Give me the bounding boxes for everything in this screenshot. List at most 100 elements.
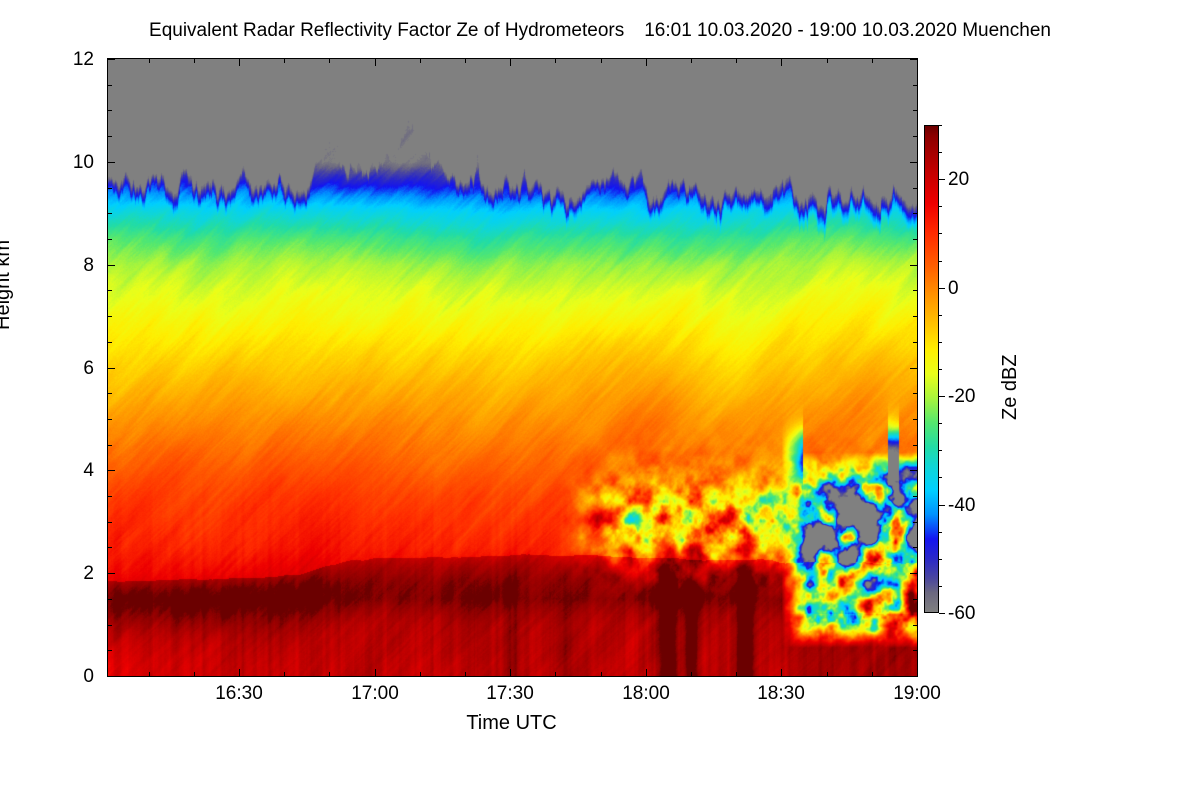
colorbar-tick-mark bbox=[939, 505, 945, 506]
x-axis-minor-tick bbox=[736, 59, 737, 63]
x-axis-minor-tick bbox=[691, 59, 692, 63]
x-axis-tick-mark bbox=[375, 59, 376, 66]
y-axis-tick-mark bbox=[108, 368, 115, 369]
y-axis-tick-mark bbox=[910, 265, 917, 266]
y-axis-tick-label: 6 bbox=[83, 358, 94, 379]
x-axis-tick-mark bbox=[510, 669, 511, 676]
x-axis-tick-mark bbox=[239, 59, 240, 66]
y-axis-minor-tick bbox=[108, 213, 112, 214]
y-axis-tick-mark bbox=[910, 470, 917, 471]
y-axis-minor-tick bbox=[108, 650, 112, 651]
y-axis-minor-tick bbox=[913, 85, 917, 86]
x-axis-tick-label: 18:00 bbox=[622, 683, 670, 704]
x-axis-tick-label: 19:00 bbox=[893, 683, 941, 704]
colorbar-tick-label: 20 bbox=[948, 169, 970, 190]
y-axis-minor-tick bbox=[913, 419, 917, 420]
x-axis-tick-label: 17:30 bbox=[486, 683, 534, 704]
x-axis-minor-tick bbox=[194, 59, 195, 63]
figure-title: Equivalent Radar Reflectivity Factor Ze … bbox=[0, 20, 1200, 42]
colorbar-tick-mark bbox=[939, 288, 945, 289]
x-axis-tick-mark bbox=[239, 669, 240, 676]
y-axis-tick-label: 0 bbox=[83, 666, 94, 687]
colorbar-gradient bbox=[924, 125, 939, 613]
y-axis-tick-mark bbox=[910, 676, 917, 677]
y-axis-minor-tick bbox=[108, 316, 112, 317]
colorbar-tick-mark bbox=[939, 396, 945, 397]
reflectivity-heatmap-canvas bbox=[108, 59, 917, 676]
y-axis-tick-label: 12 bbox=[72, 49, 94, 70]
y-axis-minor-tick bbox=[913, 547, 917, 548]
x-axis-tick-mark bbox=[375, 669, 376, 676]
colorbar-minor-tick bbox=[939, 477, 942, 478]
colorbar-minor-tick bbox=[939, 152, 942, 153]
y-axis-title: Height km bbox=[0, 239, 14, 330]
y-axis-minor-tick bbox=[108, 547, 112, 548]
y-axis-tick-label: 10 bbox=[72, 152, 94, 173]
y-axis-minor-tick bbox=[913, 290, 917, 291]
x-axis-title: Time UTC bbox=[466, 712, 557, 734]
x-axis-minor-tick bbox=[329, 672, 330, 676]
colorbar-minor-tick bbox=[939, 559, 942, 560]
y-axis-minor-tick bbox=[913, 496, 917, 497]
y-axis-tick-mark bbox=[108, 265, 115, 266]
colorbar-tick-label: -40 bbox=[948, 495, 976, 516]
y-axis-minor-tick bbox=[913, 342, 917, 343]
x-axis-tick-label: 17:00 bbox=[351, 683, 399, 704]
x-axis-minor-tick bbox=[555, 59, 556, 63]
y-axis-tick-mark bbox=[910, 162, 917, 163]
y-axis-minor-tick bbox=[913, 316, 917, 317]
y-axis-minor-tick bbox=[913, 188, 917, 189]
x-axis-tick-mark bbox=[781, 669, 782, 676]
y-axis-tick-mark bbox=[108, 676, 115, 677]
y-axis-minor-tick bbox=[108, 599, 112, 600]
x-axis-tick-mark bbox=[646, 59, 647, 66]
y-axis-minor-tick bbox=[913, 625, 917, 626]
y-axis-minor-tick bbox=[913, 522, 917, 523]
colorbar-minor-tick bbox=[939, 532, 942, 533]
x-axis-minor-tick bbox=[827, 59, 828, 63]
x-axis-tick-mark bbox=[646, 669, 647, 676]
colorbar-tick-label: -20 bbox=[948, 386, 976, 407]
x-axis-minor-tick bbox=[465, 59, 466, 63]
colorbar-title: Ze dBZ bbox=[999, 354, 1021, 420]
y-axis-minor-tick bbox=[108, 188, 112, 189]
x-axis-minor-tick bbox=[284, 672, 285, 676]
y-axis-minor-tick bbox=[108, 136, 112, 137]
colorbar-minor-tick bbox=[939, 423, 942, 424]
y-axis-minor-tick bbox=[108, 522, 112, 523]
colorbar-tick-label: 0 bbox=[948, 278, 959, 299]
colorbar-minor-tick bbox=[939, 125, 942, 126]
x-axis-minor-tick bbox=[872, 59, 873, 63]
y-axis-minor-tick bbox=[913, 213, 917, 214]
x-axis-minor-tick bbox=[420, 59, 421, 63]
figure-title-time-range: 16:01 10.03.2020 - 19:00 10.03.2020 Muen… bbox=[644, 20, 1051, 41]
y-axis-tick-mark bbox=[108, 470, 115, 471]
y-axis-tick-label: 8 bbox=[83, 255, 94, 276]
y-axis-minor-tick bbox=[913, 136, 917, 137]
x-axis-minor-tick bbox=[329, 59, 330, 63]
figure-title-main: Equivalent Radar Reflectivity Factor Ze … bbox=[149, 20, 625, 41]
colorbar-tick-label: -60 bbox=[948, 603, 976, 624]
x-axis-minor-tick bbox=[465, 672, 466, 676]
x-axis-minor-tick bbox=[872, 672, 873, 676]
x-axis-minor-tick bbox=[149, 672, 150, 676]
x-axis-minor-tick bbox=[149, 59, 150, 63]
colorbar-minor-tick bbox=[939, 261, 942, 262]
y-axis-minor-tick bbox=[913, 393, 917, 394]
y-axis-minor-tick bbox=[108, 85, 112, 86]
x-axis-tick-mark bbox=[917, 59, 918, 66]
y-axis-minor-tick bbox=[108, 419, 112, 420]
x-axis-tick-label: 18:30 bbox=[757, 683, 805, 704]
colorbar-minor-tick bbox=[939, 233, 942, 234]
x-axis-tick-mark bbox=[917, 669, 918, 676]
y-axis-minor-tick bbox=[108, 290, 112, 291]
y-axis-tick-mark bbox=[910, 368, 917, 369]
x-axis-tick-mark bbox=[781, 59, 782, 66]
x-axis-minor-tick bbox=[420, 672, 421, 676]
y-axis-minor-tick bbox=[108, 393, 112, 394]
x-axis-tick-mark bbox=[510, 59, 511, 66]
y-axis-minor-tick bbox=[108, 239, 112, 240]
colorbar bbox=[924, 125, 939, 613]
y-axis-tick-mark bbox=[108, 59, 115, 60]
